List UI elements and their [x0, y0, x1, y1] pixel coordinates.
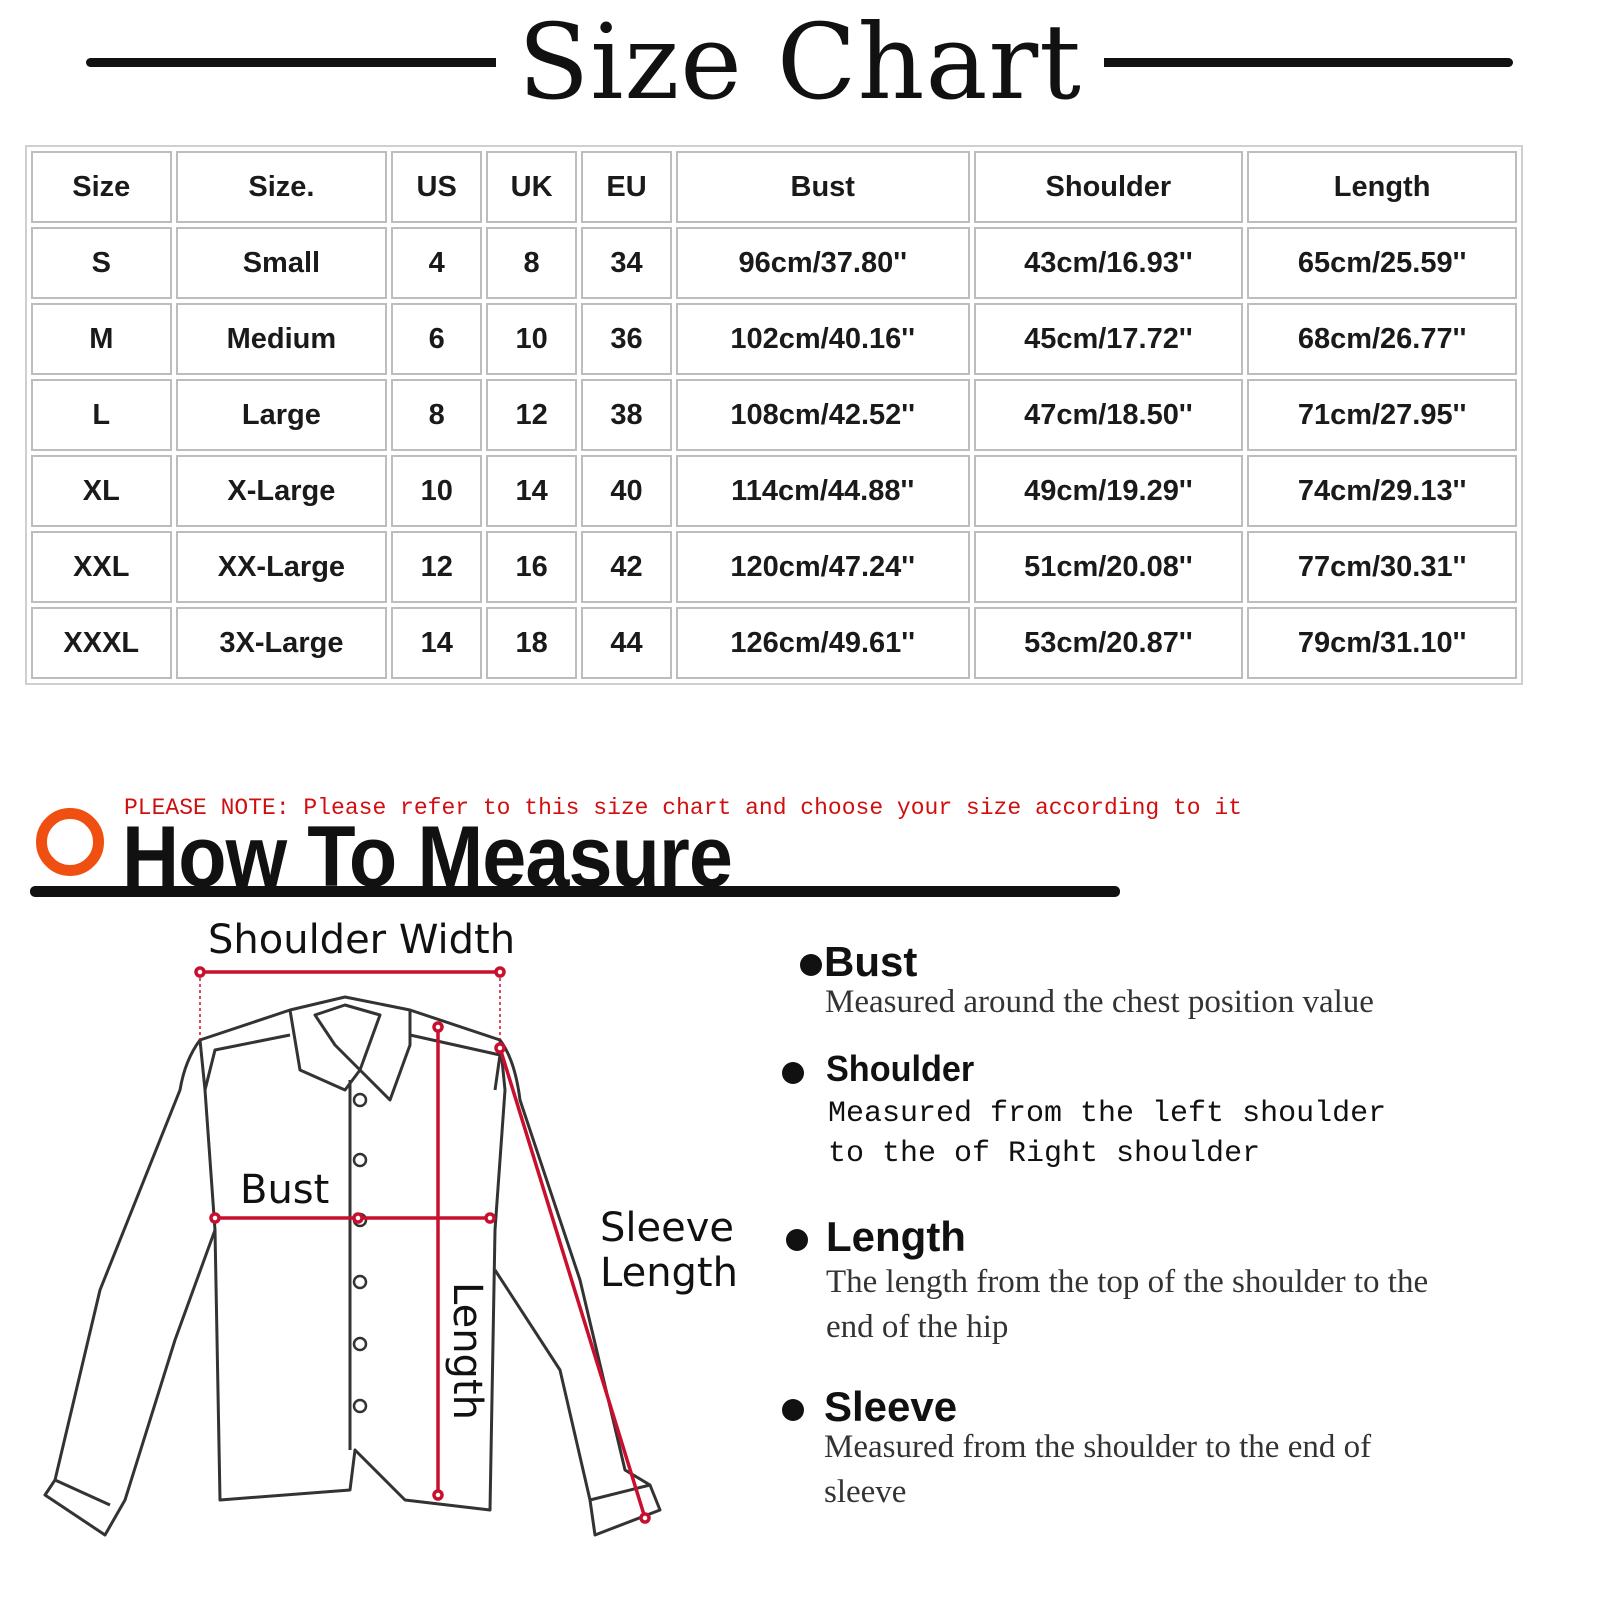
label-length: Length: [444, 1282, 490, 1420]
item-desc: The length from the top of the shoulder …: [826, 1264, 1429, 1345]
column-header: Length: [1247, 151, 1517, 223]
table-cell: Medium: [175, 303, 388, 375]
table-row: XL X-Large 10 14 40 114cm/44.88'' 49cm/19.29''…: [31, 455, 1517, 527]
table-cell: XX-Large: [175, 531, 388, 603]
table-cell: Large: [175, 379, 388, 451]
label-sleeve-length: Length: [600, 1250, 738, 1296]
table-cell: XXXL: [31, 607, 172, 679]
table-cell: 4: [391, 227, 483, 299]
column-header: EU: [581, 151, 672, 223]
table-cell: 126cm/49.61'': [675, 607, 970, 679]
size-table: Size Size. US UK EU Bust Shoulder Length S Small…: [25, 145, 1523, 685]
table-cell: 108cm/42.52'': [675, 379, 970, 451]
table-cell: 79cm/31.10'': [1247, 607, 1517, 679]
table-cell: S: [31, 227, 172, 299]
table-cell: 42: [581, 531, 672, 603]
bullet-icon: [800, 954, 822, 976]
table-cell: 40: [581, 455, 672, 527]
table-cell: 53cm/20.87'': [973, 607, 1244, 679]
table-cell: 43cm/16.93'': [973, 227, 1244, 299]
column-header: US: [391, 151, 483, 223]
table-row: S Small 4 8 34 96cm/37.80'' 43cm/16.93'' 65cm/2…: [31, 227, 1517, 299]
label-bust: Bust: [240, 1167, 330, 1213]
table-cell: 14: [391, 607, 483, 679]
please-note: PLEASE NOTE: Please refer to this size c…: [124, 795, 1242, 821]
sleeve-line: [498, 1047, 647, 1519]
table-cell: 96cm/37.80'': [675, 227, 970, 299]
table-cell: 49cm/19.29'': [973, 455, 1244, 527]
table-cell: 77cm/30.31'': [1247, 531, 1517, 603]
table-cell: 16: [486, 531, 578, 603]
bullet-icon: [782, 1062, 804, 1084]
table-cell: 114cm/44.88'': [675, 455, 970, 527]
column-header: Shoulder: [973, 151, 1244, 223]
table-cell: 36: [581, 303, 672, 375]
table-cell: 71cm/27.95'': [1247, 379, 1517, 451]
table-cell: Small: [175, 227, 388, 299]
table-cell: 10: [486, 303, 578, 375]
item-title: Shoulder: [826, 1048, 975, 1089]
item-title: Sleeve: [824, 1383, 958, 1430]
table-cell: XXL: [31, 531, 172, 603]
section-rule: [30, 886, 1120, 897]
table-cell: 34: [581, 227, 672, 299]
table-cell: XL: [31, 455, 172, 527]
table-row: L Large 8 12 38 108cm/42.52'' 47cm/18.50'' 71cm…: [31, 379, 1517, 451]
table-cell: 14: [486, 455, 578, 527]
table-row: XXXL 3X-Large 14 18 44 126cm/49.61'' 53cm/20.8…: [31, 607, 1517, 679]
table-cell: 102cm/40.16'': [675, 303, 970, 375]
title-rule-right: [1098, 58, 1513, 67]
table-cell: 8: [486, 227, 578, 299]
page-title: Size Chart: [496, 1, 1104, 123]
item-desc: Measured from the left shoulder to the o…: [828, 1097, 1387, 1171]
table-cell: M: [31, 303, 172, 375]
table-row: XXL XX-Large 12 16 42 120cm/47.24'' 51cm/20.08…: [31, 531, 1517, 603]
table-cell: 65cm/25.59'': [1247, 227, 1517, 299]
table-row: M Medium 6 10 36 102cm/40.16'' 45cm/17.72'' 68c…: [31, 303, 1517, 375]
column-header: UK: [486, 151, 578, 223]
measure-lines: [194, 966, 651, 1524]
item-desc: Measured from the shoulder to the end of…: [824, 1429, 1372, 1510]
label-sleeve: Sleeve: [600, 1205, 735, 1251]
table-cell: 6: [391, 303, 483, 375]
table-cell: 44: [581, 607, 672, 679]
table-cell: X-Large: [175, 455, 388, 527]
column-header: Size: [31, 151, 172, 223]
title-rule-left: [86, 58, 511, 67]
orange-ring-icon: [36, 808, 104, 876]
item-title: Length: [826, 1213, 966, 1260]
size-chart-header: Size Chart: [0, 0, 1600, 123]
table-cell: 3X-Large: [175, 607, 388, 679]
table-cell: 47cm/18.50'': [973, 379, 1244, 451]
table-cell: 10: [391, 455, 483, 527]
table-header-row: Size Size. US UK EU Bust Shoulder Length: [31, 151, 1517, 223]
table-cell: 8: [391, 379, 483, 451]
bullet-icon: [782, 1399, 804, 1421]
table-cell: 51cm/20.08'': [973, 531, 1244, 603]
table-cell: 74cm/29.13'': [1247, 455, 1517, 527]
shirt-diagram: [43, 966, 662, 1537]
label-shoulder-width: Shoulder Width: [208, 917, 516, 963]
table-cell: 12: [486, 379, 578, 451]
shirt-outline: [43, 995, 662, 1537]
column-header: Size.: [175, 151, 388, 223]
table-cell: L: [31, 379, 172, 451]
item-title: Bust: [824, 938, 918, 985]
table-cell: 38: [581, 379, 672, 451]
column-header: Bust: [675, 151, 970, 223]
shirt-buttons: [352, 1092, 368, 1414]
table-cell: 12: [391, 531, 483, 603]
table-cell: 120cm/47.24'': [675, 531, 970, 603]
table-cell: 68cm/26.77'': [1247, 303, 1517, 375]
table-cell: 18: [486, 607, 578, 679]
bullet-icon: [786, 1229, 808, 1251]
item-desc: Measured around the chest position value: [825, 984, 1374, 1020]
table-cell: 45cm/17.72'': [973, 303, 1244, 375]
